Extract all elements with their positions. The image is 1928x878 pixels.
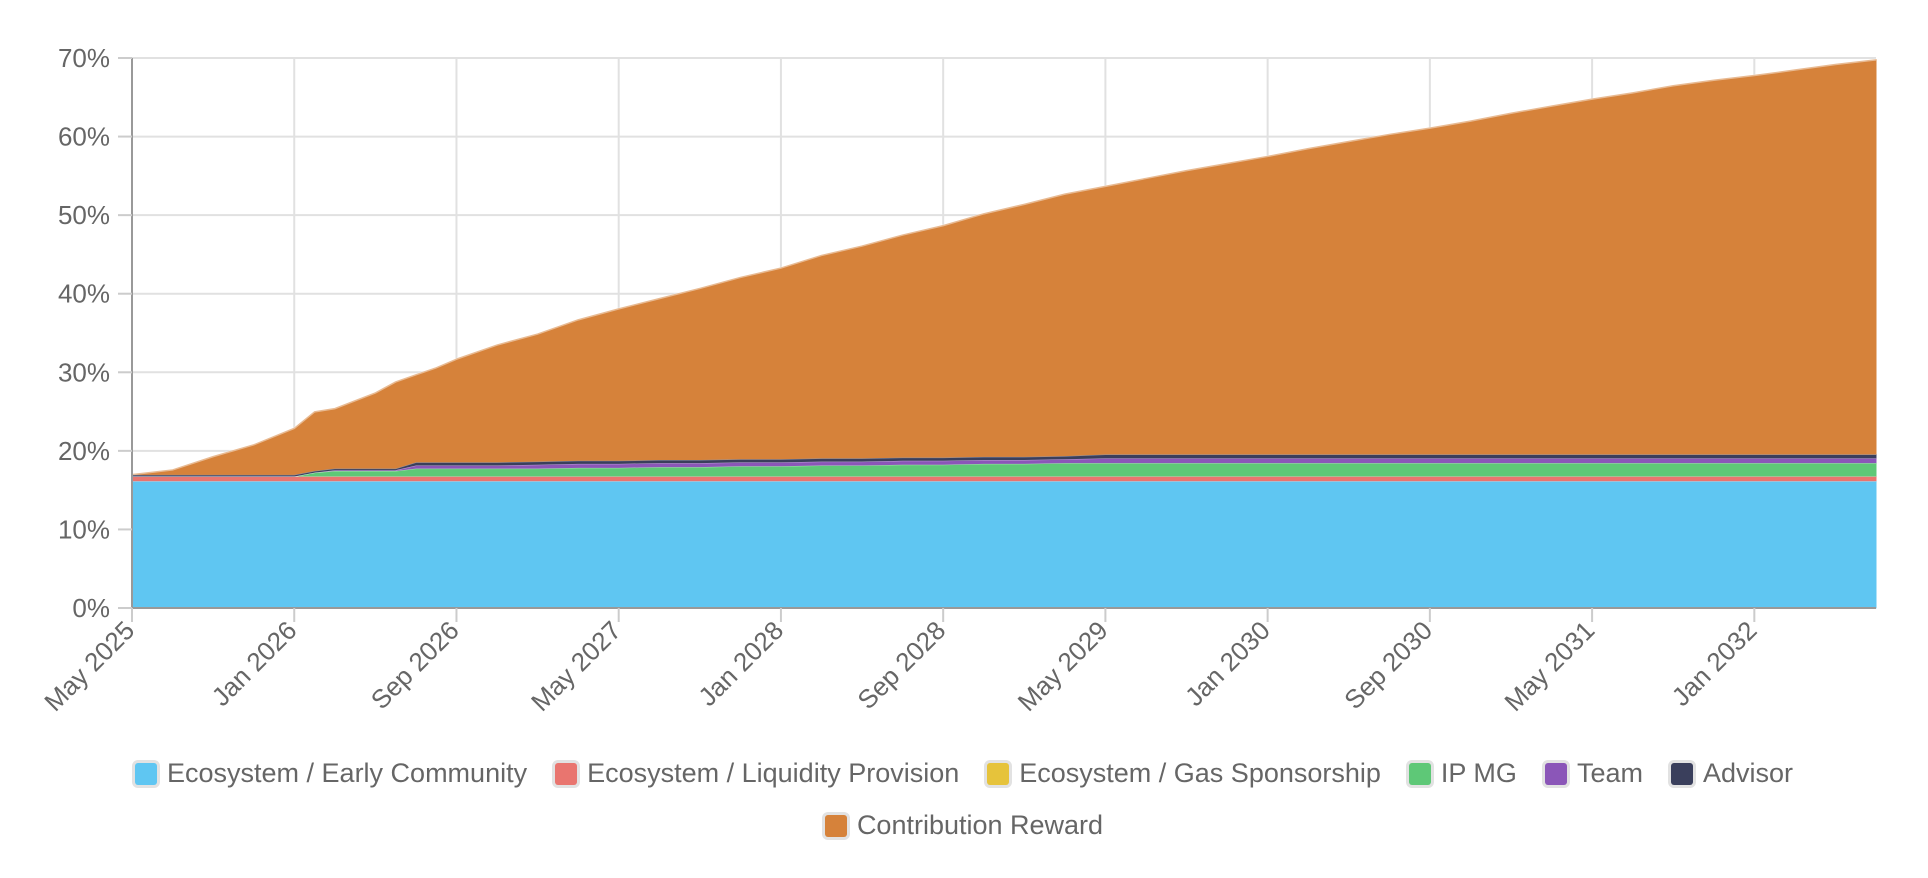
x-tick-label: Sep 2028 — [851, 615, 951, 715]
y-tick-label: 10% — [58, 514, 110, 544]
x-tick-label: May 2029 — [1012, 615, 1114, 717]
legend-label: Advisor — [1702, 758, 1793, 788]
legend-label: Team — [1576, 758, 1643, 788]
legend-label: Contribution Reward — [856, 810, 1104, 840]
x-tick-label: Jan 2030 — [1179, 615, 1276, 712]
legend-item[interactable]: Team — [1544, 758, 1643, 789]
x-tick-label: May 2025 — [38, 615, 140, 717]
legend-swatch — [1408, 762, 1431, 785]
y-tick-label: 0% — [72, 593, 110, 623]
area-ecosystem-early-community — [131, 480, 1877, 609]
legend-item[interactable]: Advisor — [1670, 758, 1793, 789]
y-axis-labels: 0% 10% 20% 30% 40% 50% 60% 70% — [58, 43, 110, 623]
legend-label: IP MG — [1440, 758, 1517, 788]
legend-swatch — [555, 762, 578, 785]
y-tick-label: 70% — [58, 43, 110, 73]
legend-item[interactable]: IP MG — [1408, 758, 1517, 789]
area-series — [131, 58, 1877, 609]
stacked-area-chart: 0% 10% 20% 30% 40% 50% 60% 70% May 2025 Jan 2026… — [38, 43, 1877, 717]
x-tick-label: Jan 2028 — [692, 615, 789, 712]
x-axis-labels: May 2025 Jan 2026 Sep 2026 May 2027 Jan 2028… — [38, 615, 1762, 717]
y-tick-label: 30% — [58, 357, 110, 387]
x-tick-label: Jan 2026 — [206, 615, 303, 712]
legend-swatch — [824, 814, 847, 837]
axes — [118, 57, 1876, 622]
legend-row-1: Ecosystem / Early Community Ecosystem / L… — [0, 758, 1928, 789]
legend-label: Ecosystem / Gas Sponsorship — [1019, 758, 1381, 788]
y-tick-label: 40% — [58, 279, 110, 309]
x-tick-label: May 2031 — [1498, 615, 1600, 717]
x-tick-label: Jan 2032 — [1666, 615, 1763, 712]
legend-item[interactable]: Contribution Reward — [824, 810, 1104, 841]
legend-label: Ecosystem / Early Community — [167, 758, 528, 788]
legend-item[interactable]: Ecosystem / Gas Sponsorship — [987, 758, 1381, 789]
x-tick-label: Sep 2026 — [365, 615, 465, 715]
legend-swatch — [1670, 762, 1693, 785]
x-tick-label: May 2027 — [525, 615, 627, 717]
legend-swatch — [1544, 762, 1567, 785]
y-tick-label: 50% — [58, 200, 110, 230]
legend-item[interactable]: Ecosystem / Liquidity Provision — [555, 758, 959, 789]
y-tick-label: 20% — [58, 436, 110, 466]
legend-swatch — [987, 762, 1010, 785]
y-tick-label: 60% — [58, 122, 110, 152]
x-tick-label: Sep 2030 — [1338, 615, 1438, 715]
legend-swatch — [135, 762, 157, 785]
area-edge-contribution-reward — [131, 58, 1877, 476]
legend-item[interactable]: Ecosystem / Early Community — [135, 758, 527, 789]
legend-label: Ecosystem / Liquidity Provision — [587, 758, 960, 788]
area-contribution-reward — [131, 59, 1877, 475]
legend-row-2: Contribution Reward — [0, 810, 1928, 841]
